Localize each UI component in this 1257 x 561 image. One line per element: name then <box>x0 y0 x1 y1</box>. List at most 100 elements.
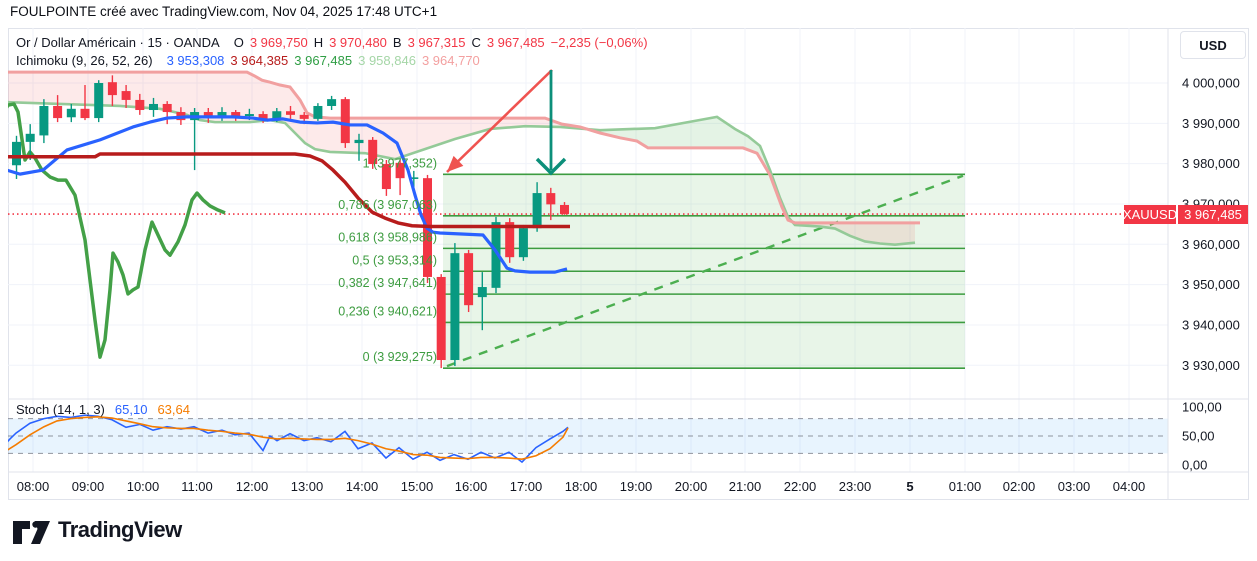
fib-level-label: 0,382 (3 947,641) <box>338 276 437 290</box>
candle-body <box>162 103 172 113</box>
candle-body <box>25 133 35 142</box>
candle-body <box>518 228 528 258</box>
close-value: 3 967,485 <box>486 35 545 50</box>
time-axis-tick: 16:00 <box>455 479 488 494</box>
time-axis-tick: 21:00 <box>729 479 762 494</box>
stoch-axis-tick: 50,00 <box>1182 429 1215 444</box>
chart-frame <box>8 28 1249 500</box>
currency-button[interactable]: USD <box>1180 31 1246 59</box>
candle-body <box>66 108 76 118</box>
red-arrow-line <box>446 69 553 173</box>
stoch-pane <box>8 414 1168 464</box>
candle-body <box>80 108 90 119</box>
candle-body <box>217 112 227 119</box>
watermark-title: FOULPOINTE créé avec TradingView.com, No… <box>10 4 438 19</box>
candle-body <box>560 204 569 215</box>
fib-level-label: 0,618 (3 958,986) <box>338 230 437 244</box>
time-axis-tick: 03:00 <box>1058 479 1091 494</box>
ichimoku-cloud <box>588 116 795 225</box>
time-axis-tick: 18:00 <box>565 479 598 494</box>
stoch-title: Stoch (14, 1, 3) <box>16 402 105 417</box>
close-label: C <box>471 35 481 50</box>
price-axis-tick: 3 930,000 <box>1182 358 1240 373</box>
fib-level-label: 0,5 (3 953,314) <box>352 253 437 267</box>
time-axis-tick: 04:00 <box>1113 479 1146 494</box>
candle-body <box>436 276 446 361</box>
price-axis-tick: 3 940,000 <box>1182 317 1240 332</box>
candle-body <box>409 177 419 179</box>
candle-body <box>299 114 309 119</box>
time-axis-tick: 22:00 <box>784 479 817 494</box>
candle-body <box>107 82 117 96</box>
candle-body <box>203 112 213 119</box>
price-pane: 1 (3 977,352) 0,786 (3 967,063) 0,618 (3 9… <box>8 69 1124 369</box>
candle-body <box>94 83 104 119</box>
tradingview-logo-text: TradingView <box>58 517 182 542</box>
candle-body <box>313 105 323 119</box>
ichimoku-cloud <box>8 72 588 159</box>
tradingview-logo[interactable]: TradingView <box>12 514 182 546</box>
price-axis-tick: 3 950,000 <box>1182 277 1240 292</box>
candle-body <box>340 99 350 144</box>
symbol-title: Or / Dollar Américain · 15 · OANDA <box>16 35 220 50</box>
candle-body <box>381 164 391 190</box>
time-axis-tick: 01:00 <box>949 479 982 494</box>
candle-body <box>12 141 21 166</box>
candle-body <box>135 99 145 111</box>
candle-body <box>258 114 268 119</box>
candle-body <box>53 105 63 119</box>
open-value: 3 969,750 <box>249 35 308 50</box>
kijun-line <box>8 152 570 229</box>
time-axis-tick: 09:00 <box>72 479 105 494</box>
time-axis-tick: 12:00 <box>236 479 269 494</box>
price-axis-tick: 4 000,000 <box>1182 76 1240 91</box>
tenkan-line <box>8 115 568 274</box>
candle-body <box>327 99 337 106</box>
last-price-tag: 3 967,485 <box>1178 205 1248 224</box>
stoch-legend[interactable]: Stoch (14, 1, 3) 65,10 63,64 <box>16 402 190 417</box>
time-axis-tick: 20:00 <box>675 479 708 494</box>
ichimoku-legend[interactable]: Ichimoku (9, 26, 52, 26) 3 953,308 3 964… <box>16 53 480 68</box>
senkou-a-value: 3 958,846 <box>358 53 416 68</box>
candle-body <box>491 222 501 288</box>
red-arrow-head <box>447 155 464 172</box>
fib-level-label: 1 (3 977,352) <box>363 156 437 170</box>
time-axis-tick: 08:00 <box>17 479 50 494</box>
candle-body <box>532 193 542 229</box>
symbol-legend: Or / Dollar Américain · 15 · OANDA O 3 96… <box>16 35 648 50</box>
stoch-axis-tick: 100,00 <box>1182 400 1222 415</box>
open-label: O <box>233 35 244 50</box>
time-axis-tick: 19:00 <box>620 479 653 494</box>
time-axis-tick: 15:00 <box>401 479 434 494</box>
time-axis-tick: 14:00 <box>346 479 379 494</box>
candle-body <box>450 253 460 361</box>
time-axis-tick: 11:00 <box>181 479 213 494</box>
candle-body <box>121 91 131 100</box>
low-value: 3 967,315 <box>407 35 466 50</box>
teal-arrow-head <box>535 157 567 176</box>
chikou-line <box>8 102 226 359</box>
kijun-value: 3 964,385 <box>230 53 289 68</box>
tenkan-value: 3 953,308 <box>166 53 225 68</box>
candle-body <box>231 112 241 117</box>
fib-level-label: 0,786 (3 967,063) <box>338 198 437 212</box>
symbol-price-tag: XAUUSD <box>1122 205 1178 224</box>
time-axis-tick: 10:00 <box>127 479 160 494</box>
senkou-b-value: 3 964,770 <box>421 53 480 68</box>
senkou-a-line <box>8 100 916 247</box>
candle-body <box>244 114 254 117</box>
candle-body <box>546 193 556 205</box>
candle-body <box>272 111 282 119</box>
time-axis[interactable]: 08:00 09:00 10:00 11:00 12:00 13:00 14:00 15:00… <box>17 479 1146 494</box>
ichimoku-title: Ichimoku (9, 26, 52, 26) <box>16 53 153 68</box>
time-axis-tick: 23:00 <box>839 479 872 494</box>
price-axis-tick: 3 990,000 <box>1182 116 1240 131</box>
candle-body <box>464 253 474 306</box>
change-value: −2,235 (−0,06%) <box>550 35 648 50</box>
candle-body <box>505 222 515 258</box>
time-axis-tick: 17:00 <box>510 479 543 494</box>
time-axis-tick: 5 <box>906 479 913 494</box>
